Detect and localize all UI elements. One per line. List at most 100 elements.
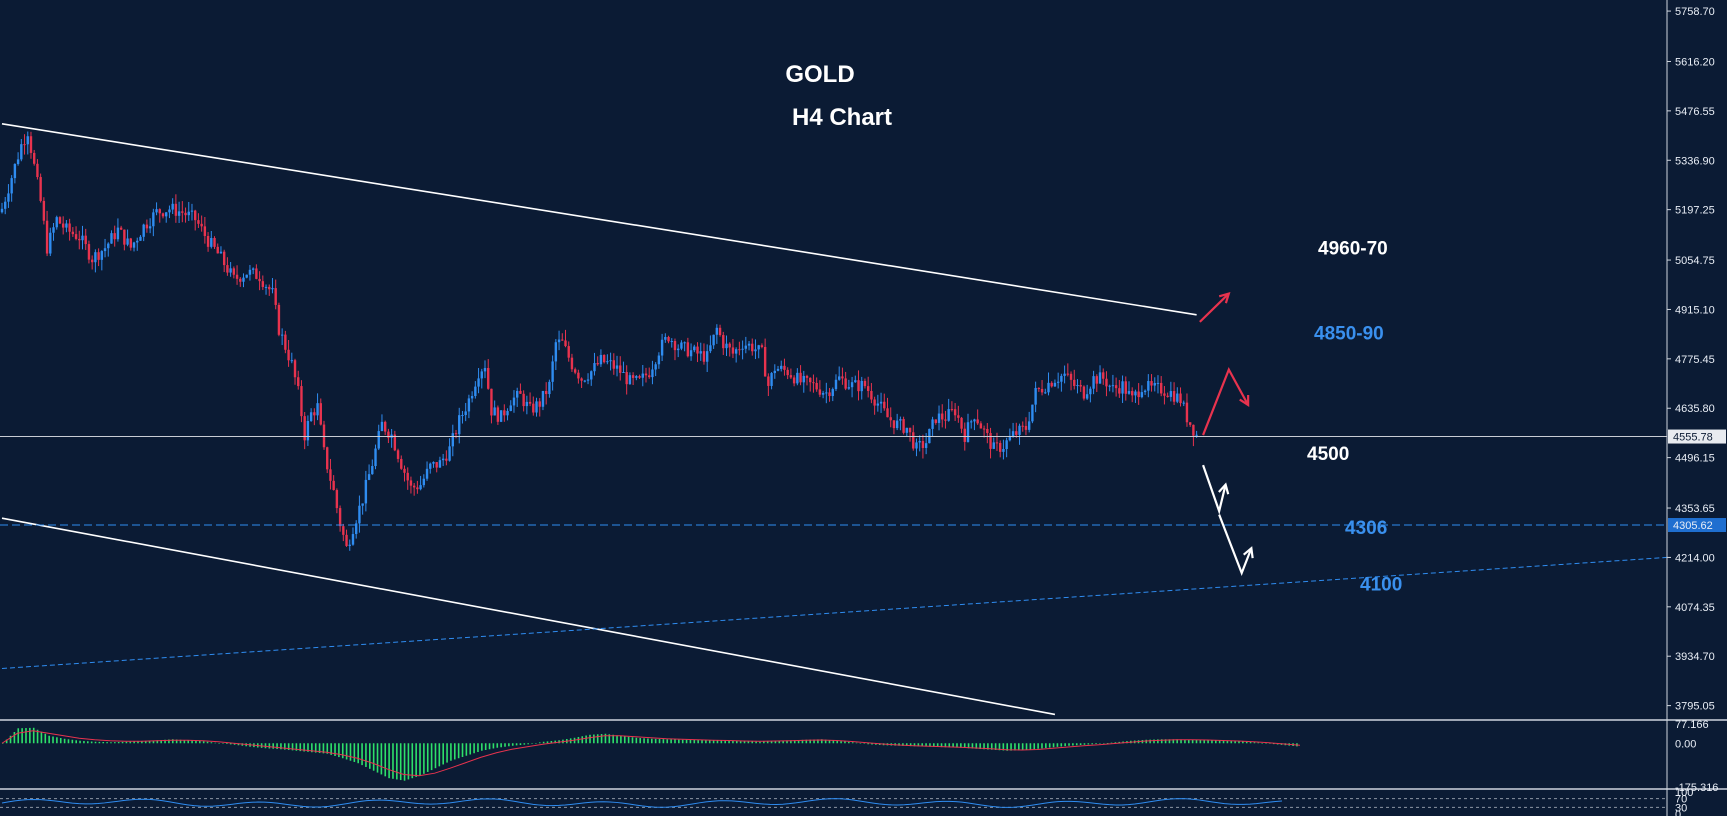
candle-body (1172, 391, 1176, 402)
macd-bar (1060, 743, 1063, 747)
candle-body (718, 327, 722, 336)
candle-body (570, 357, 574, 370)
candle-body (355, 523, 358, 535)
candle-body (744, 345, 748, 349)
macd-bar (820, 739, 823, 744)
candle-body (1176, 393, 1179, 402)
candle-body (464, 411, 467, 416)
projection-arrow (1218, 514, 1253, 577)
macd-bar (117, 742, 120, 744)
macd-bar (535, 743, 537, 744)
macd-bar (708, 740, 711, 744)
candle-body (371, 466, 374, 475)
candle-body (58, 217, 62, 224)
macd-bar (527, 743, 529, 745)
macd-bar (492, 743, 495, 749)
rising-support-line (1, 556, 1668, 669)
candle-body (1143, 390, 1147, 393)
candle-body (1082, 386, 1086, 399)
annotations-layer: 4960-70 4850-90 4500 4306 4100 (1199, 239, 1402, 596)
candle-body (699, 351, 702, 354)
macd-bar (519, 743, 522, 746)
candle-body (709, 345, 712, 352)
candle-body (490, 388, 493, 416)
candle-body (374, 448, 377, 467)
candle-body (97, 252, 100, 260)
candle-body (1076, 385, 1079, 387)
candle-body (905, 427, 909, 433)
macd-bar (1052, 743, 1055, 748)
macd-tick-label: 0.00 (1675, 738, 1696, 750)
macd-bar (388, 743, 390, 779)
candle-body (1002, 449, 1005, 452)
macd-bar (909, 743, 912, 747)
macd-bar (299, 743, 302, 752)
candle-body (1089, 388, 1092, 395)
macd-bar (21, 728, 23, 744)
macd-bar (1222, 740, 1225, 744)
candle-body (783, 365, 786, 370)
macd-bar (1168, 739, 1171, 744)
macd-bar (1191, 739, 1194, 744)
candle-body (1056, 381, 1060, 383)
macd-bar (1087, 743, 1090, 745)
macd-bar (5, 739, 8, 744)
candle-body (1034, 387, 1037, 405)
candle-body (776, 368, 780, 371)
candle-body (960, 417, 963, 429)
macd-bar (1033, 743, 1036, 750)
macd-bar (963, 743, 966, 748)
candle-body (158, 209, 161, 214)
macd-bar (59, 738, 62, 744)
macd-bar (229, 743, 232, 745)
candle-body (148, 226, 152, 229)
macd-panel: 77.166 0.00 -175.316 (1, 719, 1718, 794)
candle-body (976, 419, 979, 424)
macd-bar (554, 740, 557, 744)
macd-bar (1211, 740, 1213, 744)
candle-body (480, 371, 483, 379)
macd-bar (446, 743, 448, 763)
candle-body (763, 346, 767, 377)
macd-bar (222, 743, 224, 744)
candle-body (213, 237, 216, 247)
macd-bar (550, 741, 553, 744)
macd-bar (1218, 740, 1221, 744)
candle-body (358, 505, 361, 524)
candle-body (953, 409, 957, 416)
candle-body (532, 403, 535, 413)
macd-bar (929, 743, 931, 747)
macd-bar (98, 741, 101, 744)
macd-bar (311, 743, 313, 753)
candle-body (200, 223, 203, 227)
macd-bar (875, 743, 877, 745)
candle-body (81, 235, 84, 241)
macd-bar (1017, 743, 1020, 751)
channel-trendline (1, 123, 1197, 316)
candle-body (631, 375, 635, 378)
candle-body (239, 278, 242, 282)
candle-body (1079, 385, 1082, 387)
candle-body (277, 304, 281, 335)
candle-body (844, 378, 847, 389)
candle-body (657, 355, 661, 365)
candle-body (689, 350, 693, 357)
macd-bar (1091, 743, 1093, 745)
macd-bar (705, 740, 707, 744)
macd-bar (67, 739, 70, 744)
candle-body (602, 354, 606, 363)
candle-body (219, 251, 223, 254)
candle-body (409, 480, 413, 486)
macd-bar (925, 743, 927, 747)
macd-bar (608, 734, 611, 744)
macd-bar (1187, 739, 1190, 744)
candle-body (10, 178, 13, 194)
macd-bar (1099, 743, 1101, 744)
candle-body (123, 229, 126, 245)
candle-body (210, 237, 213, 247)
candle-body (119, 227, 123, 230)
candle-body (483, 367, 487, 372)
candle-body (541, 390, 545, 407)
